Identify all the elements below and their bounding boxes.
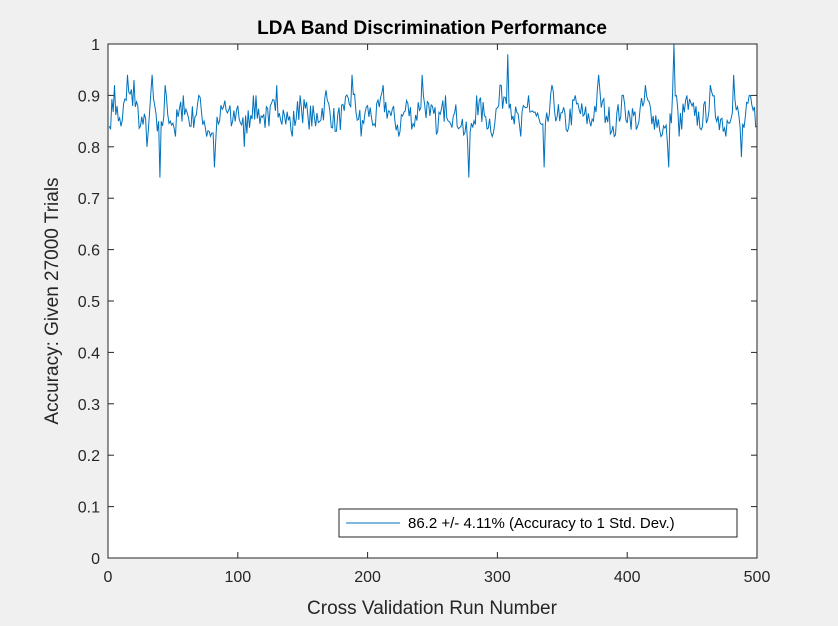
x-axis-ticks: 0 100 200 300 400 500 [104, 44, 771, 586]
x-tick-label: 400 [614, 569, 641, 586]
legend-box [338, 508, 738, 538]
series-line-accuracy [108, 43, 758, 178]
y-tick-label: 0 [91, 551, 100, 568]
x-tick-label: 100 [224, 569, 251, 586]
axes-box [107, 43, 758, 559]
chart-title: LDA Band Discrimination Performance [257, 18, 607, 39]
x-tick-label: 300 [484, 569, 511, 586]
y-tick-label: 0.1 [78, 500, 100, 517]
y-axis-label: Accuracy: Given 27000 Trials [42, 177, 63, 424]
y-tick-label: 0.3 [78, 397, 100, 414]
x-tick-label: 0 [104, 569, 113, 586]
x-axis-label: Cross Validation Run Number [307, 598, 558, 619]
y-tick-label: 0.7 [78, 191, 100, 208]
y-tick-label: 0.4 [78, 345, 100, 362]
y-tick-label: 0.6 [78, 243, 100, 260]
legend[interactable]: 86.2 +/- 4.11% (Accuracy to 1 Std. Dev.) [338, 508, 738, 538]
x-tick-label: 500 [744, 569, 771, 586]
y-tick-label: 1 [91, 37, 100, 54]
y-axis-ticks: 0 0.1 0.2 0.3 0.4 0.5 0.6 0.7 0.8 0.9 1 [78, 37, 757, 568]
x-tick-label: 200 [354, 569, 381, 586]
plot-area [108, 44, 757, 558]
y-tick-label: 0.5 [78, 294, 100, 311]
y-tick-label: 0.8 [78, 140, 100, 157]
y-tick-label: 0.2 [78, 448, 100, 465]
y-tick-label: 0.9 [78, 88, 100, 105]
legend-entry: 86.2 +/- 4.11% (Accuracy to 1 Std. Dev.) [408, 515, 675, 532]
